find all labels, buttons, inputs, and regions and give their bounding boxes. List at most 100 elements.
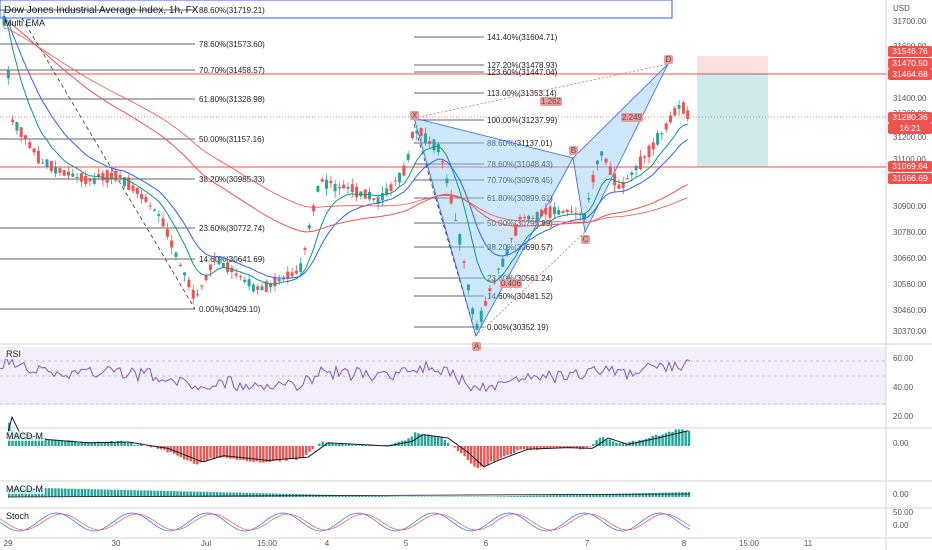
candle-body: [595, 160, 599, 165]
macd-bar: [351, 444, 354, 446]
macd-bar: [367, 445, 371, 446]
candle-body: [110, 172, 113, 179]
macd-bar: [341, 443, 344, 446]
candle-body: [260, 286, 264, 291]
price-tag-d-level: 31464.68: [888, 69, 932, 80]
candle-body: [79, 173, 83, 182]
macd-bar: [331, 442, 334, 446]
macd2-bar: [479, 496, 483, 497]
macd2-bar: [644, 493, 648, 497]
candle-body: [226, 262, 230, 272]
macd2-bar: [67, 488, 70, 497]
macd2-bar: [77, 488, 80, 497]
macd-bar: [427, 434, 430, 446]
macd-bar: [281, 446, 285, 460]
macd-bar: [598, 437, 602, 446]
macd-bar: [130, 443, 133, 446]
currency-label: USD: [893, 4, 910, 13]
candle-body: [45, 159, 49, 168]
macd-bar: [34, 438, 37, 446]
macd-bar: [681, 429, 684, 446]
candle-body: [178, 264, 182, 267]
macd2-bar: [532, 495, 536, 497]
macd2-bar: [390, 496, 394, 497]
candle-body: [174, 252, 178, 257]
macd2-bar: [413, 496, 417, 497]
macd2-bar: [225, 492, 229, 497]
stoch-k: [0, 512, 691, 532]
price-tick: 30560.00: [893, 280, 927, 289]
candle-body: [604, 158, 608, 163]
ratio-bg: [500, 279, 522, 288]
candle-body: [230, 267, 234, 273]
candle-body: [681, 102, 685, 114]
pane-tick: 0.00: [893, 439, 909, 448]
macd-bar: [199, 446, 202, 463]
rsi-pane-label: RSI: [4, 349, 24, 359]
macd2-bar: [235, 492, 239, 497]
candle-body: [441, 161, 445, 163]
macd2-bar: [397, 496, 400, 497]
macd2-bar: [671, 492, 674, 497]
macd2-bar: [394, 496, 397, 497]
macd-bar: [654, 434, 658, 446]
macd2-bar: [83, 488, 87, 497]
candle-body: [617, 184, 621, 189]
macd-bar: [295, 446, 298, 461]
pattern-point-c: C: [583, 235, 589, 244]
macd2-bar: [648, 492, 651, 497]
macd2-bar: [476, 496, 479, 497]
macd-bar: [453, 446, 456, 448]
candle-body: [527, 215, 531, 220]
macd-bar: [361, 444, 364, 446]
macd-bar: [222, 446, 225, 458]
macd2-bar: [265, 493, 268, 497]
candle-body: [643, 156, 647, 158]
macd-bar: [512, 446, 516, 454]
macd-bar: [549, 446, 552, 449]
price-tick: 31100.00: [893, 155, 926, 164]
macd2-bar: [367, 495, 371, 497]
macd2-bar: [361, 495, 364, 497]
macd-bar: [235, 446, 239, 460]
macd2-bar: [229, 492, 232, 497]
macd-bar: [232, 446, 235, 459]
candle-body: [277, 278, 281, 282]
candle-body: [406, 153, 410, 160]
candle-body: [380, 193, 384, 201]
macd-bar: [90, 442, 93, 446]
macd-bar: [149, 446, 153, 448]
macd-bar: [506, 446, 509, 456]
macd2-bar: [90, 489, 93, 497]
macd2-bar: [248, 492, 252, 497]
candle-body: [320, 179, 324, 182]
candle-body: [187, 279, 191, 288]
macd2-bar: [595, 494, 598, 497]
pattern-point-bg: [581, 235, 590, 244]
macd2-bar: [651, 492, 654, 497]
pane-tick: 0.00: [893, 521, 909, 530]
macd-bar: [262, 446, 265, 463]
macd-bar: [37, 437, 41, 446]
macd2-bar: [588, 494, 592, 497]
candle-body: [239, 276, 242, 278]
macd2-pane-label: MACD-M: [4, 484, 45, 494]
macd2-bar: [140, 490, 143, 497]
candle-body: [41, 162, 45, 164]
macd-bar: [107, 442, 110, 446]
macd2-bar: [496, 496, 499, 497]
macd2-bar: [506, 496, 509, 497]
macd-bar: [443, 439, 446, 446]
fib-left-label: 14.60%(30641.69): [199, 255, 265, 264]
price-tag-last: 31280.36: [888, 112, 932, 123]
candle-body: [522, 217, 526, 219]
macd-bar: [644, 438, 648, 446]
macd-bar: [555, 446, 559, 449]
time-tick: 15:00: [257, 539, 278, 548]
candle-body: [350, 184, 354, 193]
macd-bar: [585, 446, 588, 448]
candle-body: [660, 133, 664, 135]
candle-body: [664, 123, 668, 130]
